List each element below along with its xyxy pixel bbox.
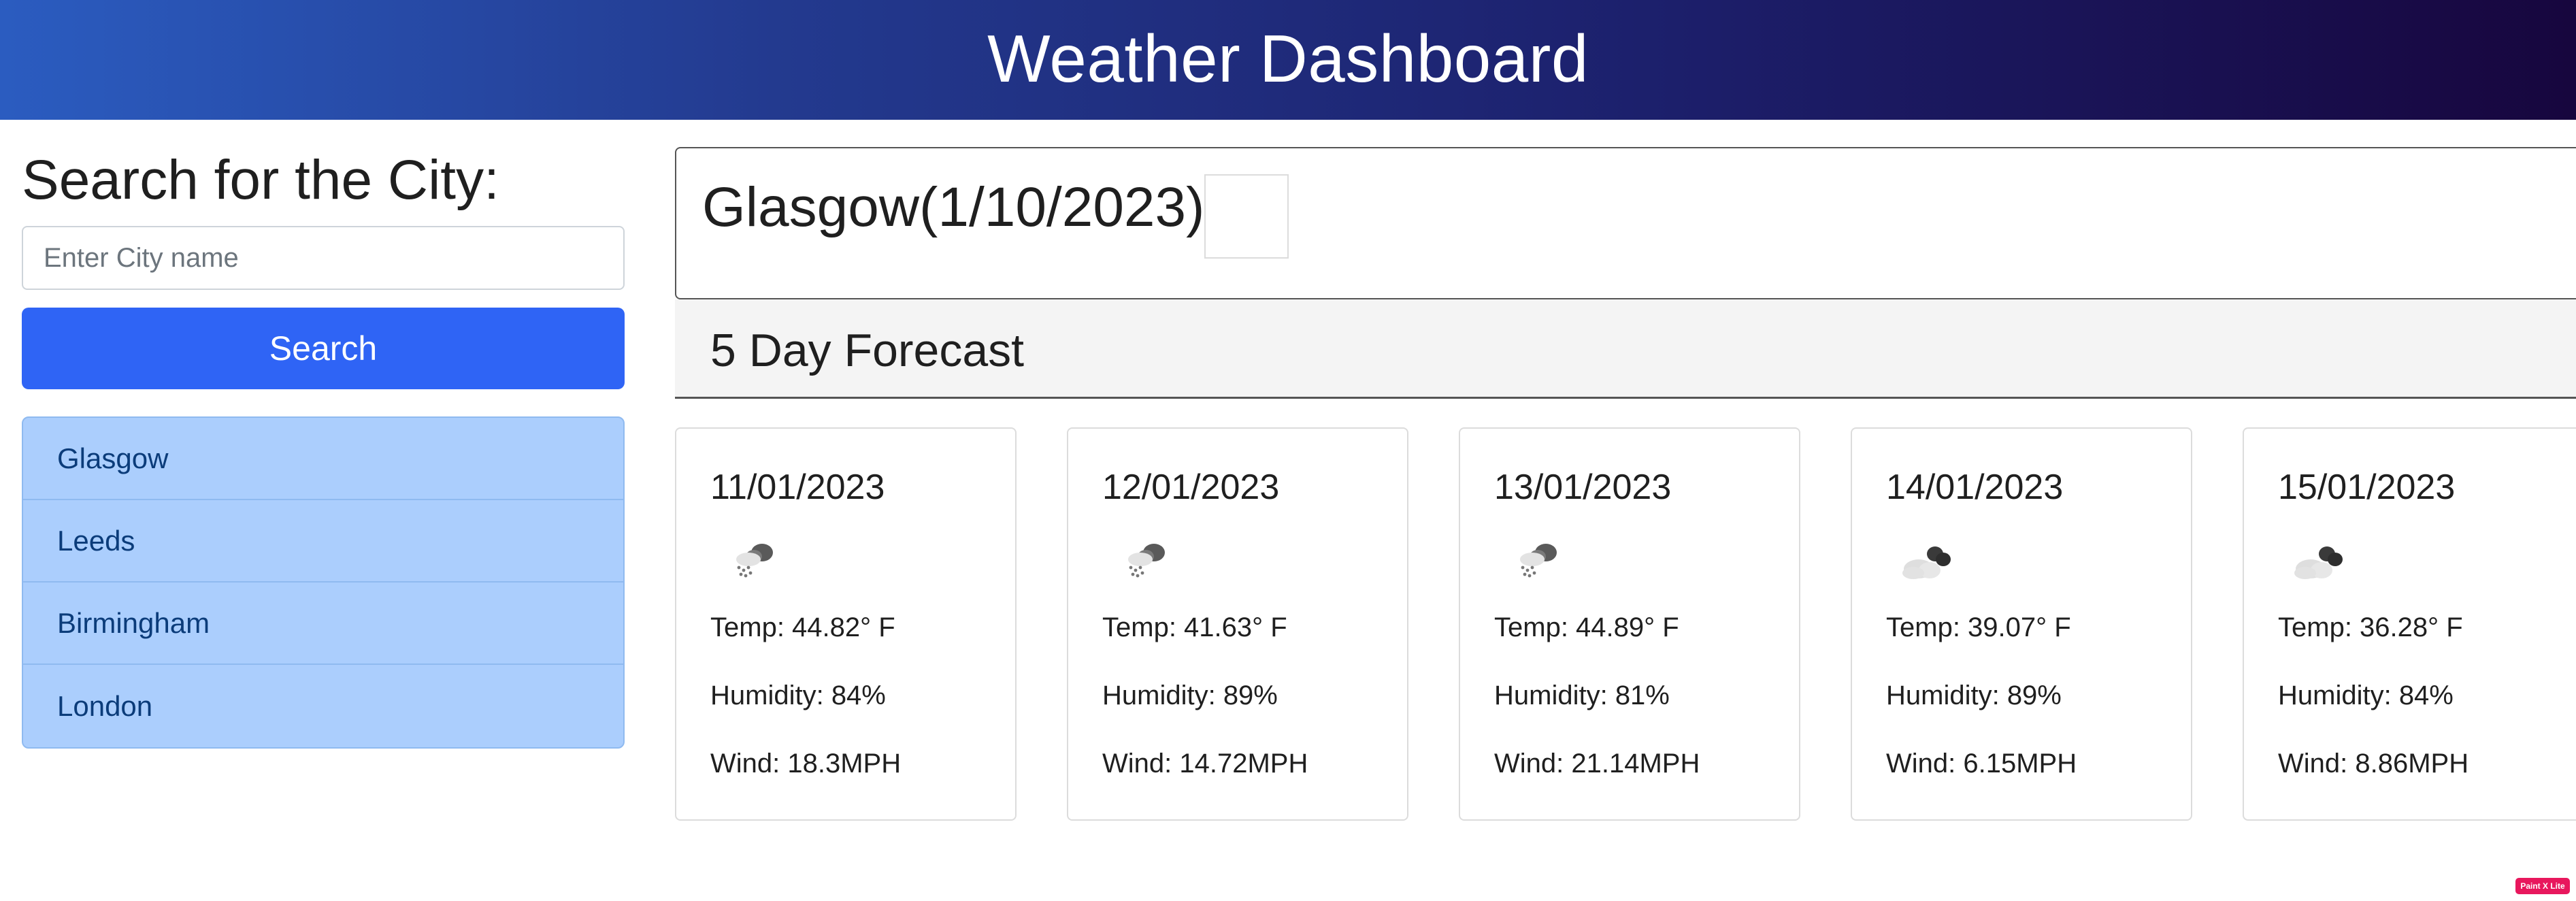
page-title: Weather Dashboard — [987, 20, 1589, 96]
forecast-card-3: 13/01/2023 Temp: 44.89° F Humidity: 81% … — [1459, 427, 1800, 821]
forecast-humidity: Humidity: 81% — [1494, 681, 1670, 710]
forecast-wind: Wind: 14.72MPH — [1102, 749, 1308, 779]
current-city-title: Glasgow(1/10/2023) — [702, 176, 1205, 238]
forecast-card-5: 15/01/2023 Temp: 36.28° F Humidity: 84% … — [2243, 427, 2576, 821]
forecast-wind: Wind: 21.14MPH — [1494, 749, 1700, 779]
search-button[interactable]: Search — [22, 308, 625, 389]
forecast-wind: Wind: 18.3MPH — [710, 749, 902, 779]
forecast-card-1: 11/01/2023 Temp: 44.82° F Humidity: 84% … — [675, 427, 1017, 821]
app-watermark-badge: Paint X Lite — [2515, 878, 2570, 894]
forecast-humidity: Humidity: 89% — [1102, 681, 1278, 710]
search-heading: Search for the City: — [22, 149, 499, 211]
forecast-temp: Temp: 44.82° F — [710, 612, 895, 642]
history-item-glasgow[interactable]: Glasgow — [23, 418, 623, 500]
forecast-date: 14/01/2023 — [1886, 468, 2064, 507]
forecast-date: 12/01/2023 — [1102, 468, 1280, 507]
broken-clouds-icon — [2294, 546, 2343, 579]
forecast-card-4: 14/01/2023 Temp: 39.07° F Humidity: 89% … — [1851, 427, 2192, 821]
history-item-birmingham[interactable]: Birmingham — [23, 583, 623, 665]
history-item-leeds[interactable]: Leeds — [23, 500, 623, 583]
header-banner: Weather Dashboard — [0, 0, 2576, 120]
forecast-title: 5 Day Forecast — [710, 325, 1025, 376]
snow-cloud-icon — [1520, 544, 1557, 578]
forecast-date: 13/01/2023 — [1494, 468, 1672, 507]
forecast-temp: Temp: 44.89° F — [1494, 612, 1679, 642]
search-history-list: Glasgow Leeds Birmingham London — [22, 416, 625, 749]
forecast-card-2: 12/01/2023 Temp: 41.63° F Humidity: 89% … — [1067, 427, 1408, 821]
forecast-humidity: Humidity: 89% — [1886, 681, 2062, 710]
forecast-humidity: Humidity: 84% — [710, 681, 886, 710]
current-weather-icon — [1204, 174, 1289, 259]
current-weather-panel: Glasgow(1/10/2023) — [675, 147, 2576, 299]
snow-cloud-icon — [1128, 544, 1165, 578]
forecast-temp: Temp: 41.63° F — [1102, 612, 1287, 642]
forecast-temp: Temp: 36.28° F — [2278, 612, 2463, 642]
forecast-wind: Wind: 6.15MPH — [1886, 749, 2077, 779]
broken-clouds-icon — [1902, 546, 1951, 579]
city-search-input[interactable] — [22, 226, 625, 290]
forecast-temp: Temp: 39.07° F — [1886, 612, 2071, 642]
history-item-london[interactable]: London — [57, 689, 153, 722]
forecast-wind: Wind: 8.86MPH — [2278, 749, 2469, 779]
forecast-header: 5 Day Forecast — [675, 299, 2576, 399]
forecast-date: 15/01/2023 — [2278, 468, 2456, 507]
snow-cloud-icon — [736, 544, 773, 578]
forecast-date: 11/01/2023 — [710, 468, 885, 507]
forecast-humidity: Humidity: 84% — [2278, 681, 2454, 710]
